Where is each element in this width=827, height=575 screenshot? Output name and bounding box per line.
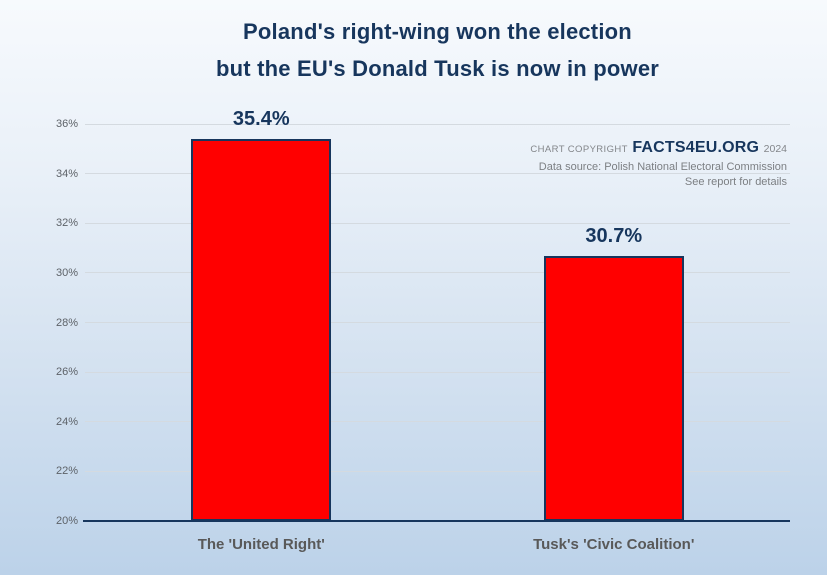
copyright-brand: FACTS4EU.ORG (632, 139, 760, 156)
data-source-text: Data source: Polish National Electoral C… (538, 161, 787, 173)
gridline (85, 222, 790, 224)
bar (543, 255, 684, 521)
report-note-text: See report for details (684, 176, 787, 188)
y-axis-tick-label: 20% (55, 515, 78, 527)
y-axis-tick-label: 36% (55, 118, 78, 130)
y-axis-tick-label: 26% (55, 366, 78, 379)
chart-title-line1: Poland's right-wing won the election (243, 19, 632, 44)
gridline (85, 173, 790, 175)
y-axis-tick-label: 32% (55, 217, 78, 230)
gridline (85, 421, 790, 423)
gridline (85, 272, 790, 274)
copyright-year: 2024 (763, 143, 787, 155)
copyright-line: CHART COPYRIGHT FACTS4EU.ORG 2024 (530, 139, 787, 159)
y-axis-tick-label: 24% (55, 415, 78, 428)
y-axis-tick-label: 30% (55, 266, 78, 279)
gridline (85, 470, 790, 472)
y-axis-tick-label: 28% (55, 316, 78, 329)
copyright-prefix: CHART COPYRIGHT (530, 144, 628, 155)
chart-title-line2: but the EU's Donald Tusk is now in power (215, 56, 660, 81)
bar-value-label: 35.4% (232, 107, 290, 130)
chart-title: Poland's right-wing won the election but… (85, 13, 790, 87)
category-label: Tusk's 'Civic Coalition' (533, 536, 695, 553)
gridline (85, 371, 790, 373)
gridline (85, 123, 790, 125)
copyright-block: CHART COPYRIGHT FACTS4EU.ORG 2024 Data s… (530, 139, 787, 189)
x-axis-line (83, 520, 790, 522)
bar (191, 138, 332, 521)
category-label: The 'United Right' (197, 536, 325, 553)
bar-value-label: 30.7% (585, 224, 643, 247)
y-axis-tick-label: 34% (55, 167, 78, 180)
gridline (85, 322, 790, 323)
y-axis-tick-label: 22% (55, 465, 78, 478)
